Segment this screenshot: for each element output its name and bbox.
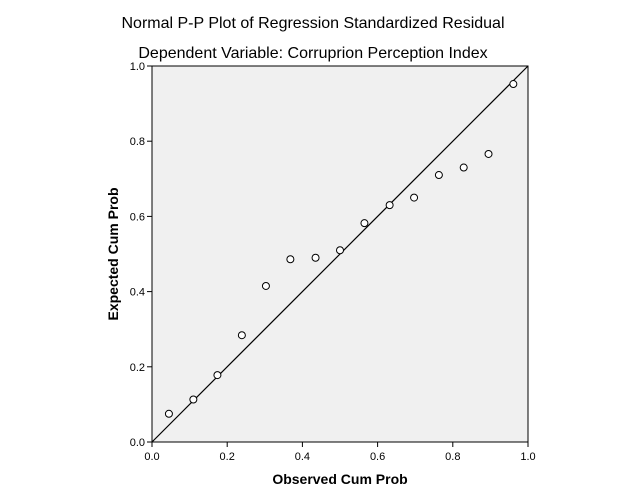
y-tick-label: 0.4 [130,287,145,299]
data-point [385,201,394,210]
data-point [311,253,320,262]
data-point [237,331,246,340]
y-tick-label: 0.6 [130,211,145,223]
data-point [189,395,198,404]
axis-ticks: 0.0 0.2 0.4 0.6 0.8 1.0 0.0 0.2 0.4 0.6 0.8 1.0 [130,61,536,463]
x-tick-label: 1.0 [520,451,535,463]
data-point [286,255,295,264]
data-point [261,281,270,290]
data-point [164,409,173,418]
data-point [509,80,518,89]
x-tick-label: 0.4 [295,451,310,463]
chart-title: Normal P-P Plot of Regression Standardiz… [121,15,504,32]
x-tick-label: 0.0 [144,451,159,463]
chart-subtitle: Dependent Variable: Corruprion Perceptio… [138,45,487,62]
y-axis-title: Expected Cum Prob [105,187,121,320]
x-tick-label: 0.8 [445,451,460,463]
data-points [164,80,518,418]
data-point [459,163,468,172]
data-point [410,193,419,202]
x-axis-title: Observed Cum Prob [272,471,407,487]
y-tick-label: 0.0 [130,437,145,449]
y-tick-label: 1.0 [130,61,145,73]
y-tick-label: 0.2 [130,362,145,374]
data-point [484,149,493,158]
data-point [360,219,369,228]
data-point [336,246,344,255]
data-point [213,371,222,380]
x-tick-label: 0.6 [370,451,385,463]
y-tick-label: 0.8 [130,136,145,148]
data-point [434,171,443,180]
x-tick-label: 0.2 [220,451,235,463]
